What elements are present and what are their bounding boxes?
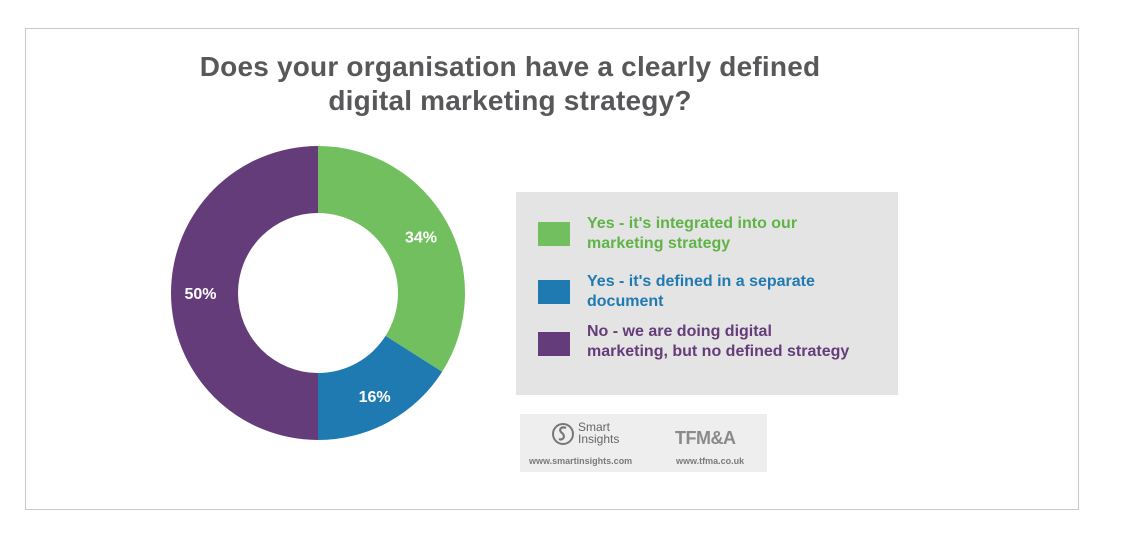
donut-slice-no-strategy — [171, 146, 318, 440]
donut-slice-separate — [318, 335, 443, 440]
legend-swatch-no-strategy — [538, 332, 570, 356]
legend-label-separate: Yes - it's defined in a separate documen… — [587, 273, 815, 310]
chart-title: Does your organisation have a clearly de… — [100, 50, 920, 118]
donut-chart: 34% 16% 50% — [171, 146, 465, 440]
slice-label-no-strategy: 50% — [184, 286, 216, 303]
chart-title-line-1: Does your organisation have a clearly de… — [199, 51, 821, 82]
legend-swatch-integrated — [538, 222, 570, 246]
smart-insights-url: www.smartinsights.com — [529, 456, 633, 466]
legend-label-no-strategy: No - we are doing digital marketing, but… — [587, 323, 850, 360]
legend-swatch-separate — [538, 280, 570, 304]
slice-label-separate: 16% — [359, 389, 391, 406]
smart-insights-logo-icon — [552, 423, 574, 445]
chart-legend: Yes - it's integrated into our marketing… — [516, 192, 898, 395]
chart-title-line-2: digital marketing strategy? — [328, 85, 692, 116]
slice-label-integrated: 34% — [405, 229, 437, 246]
tfma-url: www.tfma.co.uk — [676, 456, 745, 466]
source-logos: Smart Insights TFM&A www.smartinsights.c… — [520, 414, 767, 472]
donut-slice-integrated — [318, 146, 465, 372]
tfma-logo-text: TFM&A — [675, 428, 736, 448]
smart-insights-logo-text: Smart Insights — [578, 420, 620, 446]
legend-label-integrated: Yes - it's integrated into our marketing… — [587, 215, 798, 252]
